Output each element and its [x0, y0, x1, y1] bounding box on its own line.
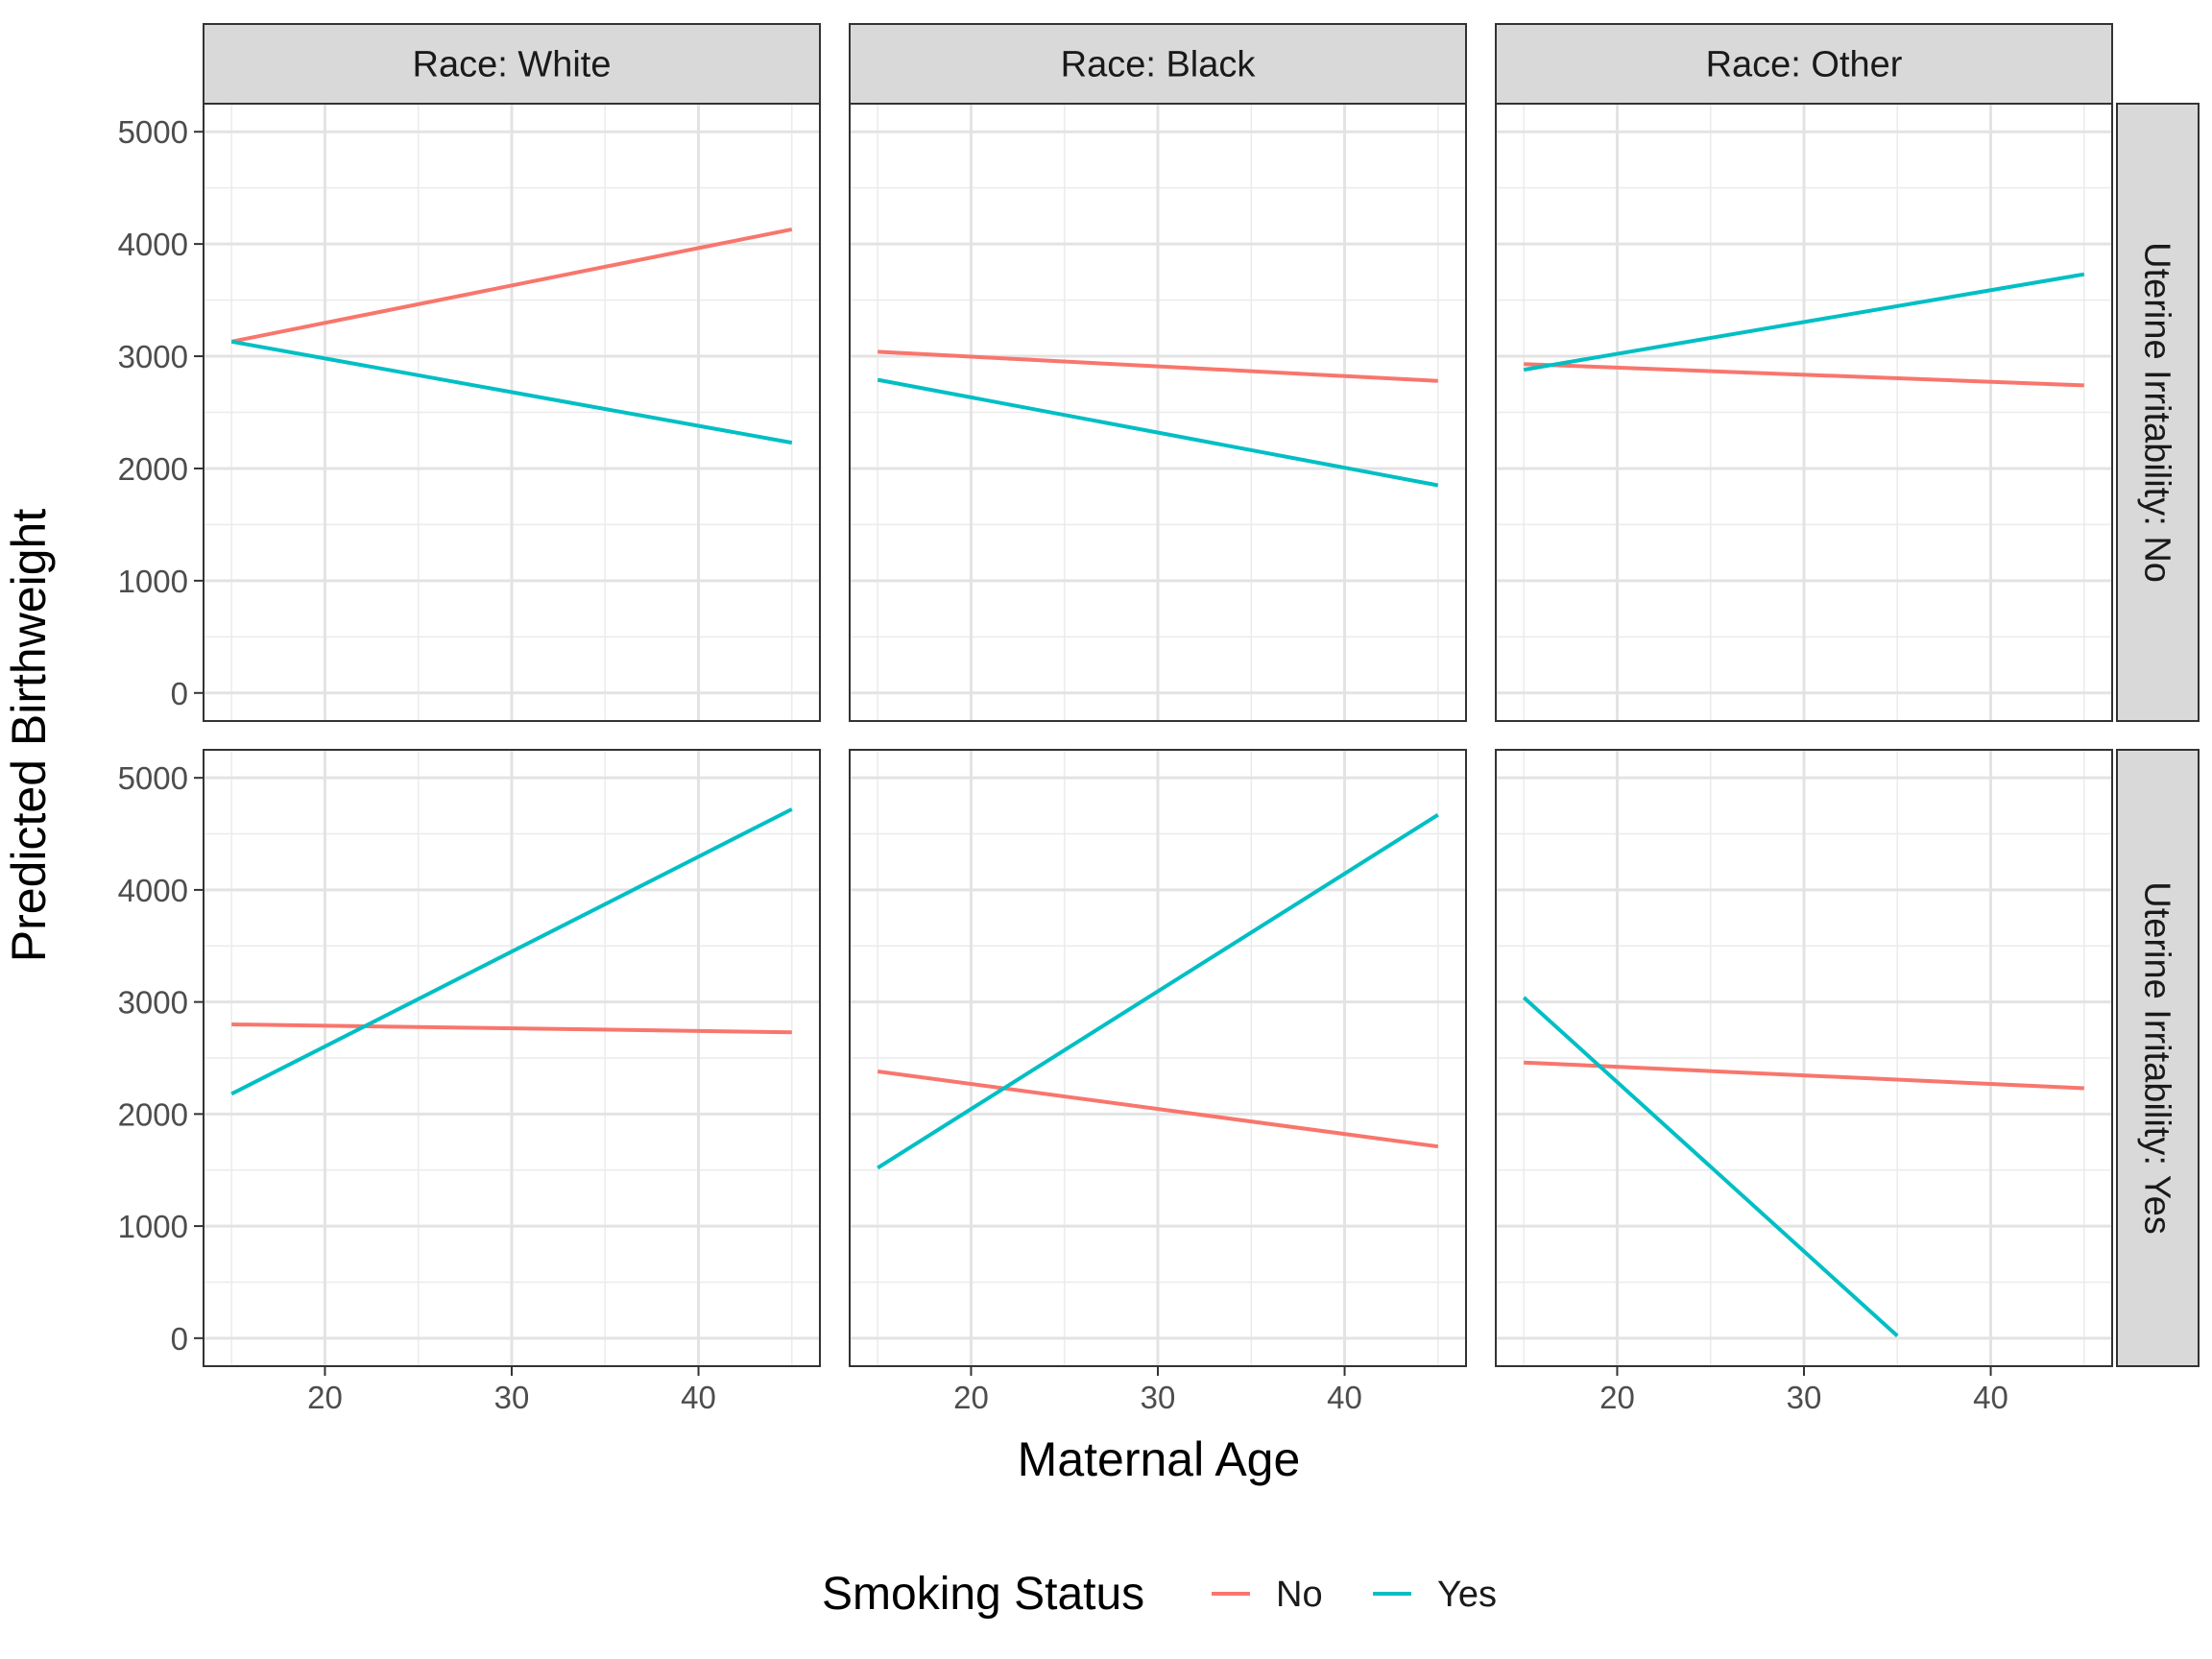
- series-line-smoking-yes: [230, 339, 793, 445]
- strip-background: [2116, 103, 2200, 722]
- strip-uterine-irritability-no: Uterine Irritability: No: [2116, 103, 2200, 722]
- x-tick-label: 40: [681, 1380, 716, 1415]
- x-axis-col-1: 20 30 40: [307, 1366, 716, 1415]
- strip-background: [2116, 749, 2200, 1367]
- strip-label: Uterine Irritability: Yes: [2137, 881, 2177, 1235]
- legend-title: Smoking Status: [822, 1569, 1144, 1620]
- y-axis-title: Predicted Birthweight: [2, 509, 56, 963]
- series-line-smoking-no: [878, 349, 1438, 383]
- y-tick-label: 0: [171, 676, 188, 711]
- series-line-smoking-yes: [877, 813, 1439, 1170]
- y-axis-row-2: 0 1000 2000 3000 4000 5000: [118, 760, 204, 1357]
- y-tick-label: 3000: [118, 339, 188, 374]
- strip-race-white: Race: White: [203, 23, 821, 105]
- y-tick-label: 1000: [118, 1209, 188, 1244]
- y-axis-row-1: 0 1000 2000 3000 4000 5000: [118, 114, 204, 711]
- panel-race-black-uterine-irritability-yes: [849, 749, 1467, 1367]
- series-line-smoking-no: [1524, 1060, 2084, 1091]
- panels-layer: [203, 103, 2113, 1367]
- series-line-smoking-no: [231, 1022, 792, 1035]
- y-tick-label: 2000: [118, 1096, 188, 1132]
- x-axis-title: Maternal Age: [1018, 1432, 1301, 1486]
- panel-race-white-uterine-irritability-yes: [203, 749, 821, 1367]
- y-tick-label: 4000: [118, 873, 188, 908]
- x-tick-label: 40: [1327, 1380, 1362, 1415]
- strip-label: Race: Black: [1061, 45, 1257, 85]
- panel-race-black-uterine-irritability-no: [849, 103, 1467, 722]
- strip-race-black: Race: Black: [849, 23, 1467, 105]
- series-line-smoking-yes: [230, 807, 793, 1096]
- strip-label: Uterine Irritability: No: [2137, 242, 2177, 583]
- y-tick-label: 5000: [118, 760, 188, 796]
- strip-race-other: Race: Other: [1495, 23, 2113, 105]
- y-tick-label: 3000: [118, 985, 188, 1021]
- panel-race-other-uterine-irritability-yes: [1495, 749, 2113, 1367]
- series-line-smoking-yes: [877, 377, 1439, 488]
- axes-layer: 0 1000 2000 3000 4000 5000 0 1000 2000 3000 4000 50…: [118, 114, 2008, 1415]
- strip-background: [849, 23, 1467, 105]
- series-line-smoking-yes: [1522, 996, 1899, 1337]
- strip-background: [1495, 23, 2113, 105]
- series-line-smoking-no: [877, 1070, 1439, 1149]
- y-tick-label: 2000: [118, 451, 188, 487]
- y-tick-label: 1000: [118, 564, 188, 599]
- panel-race-white-uterine-irritability-no: [203, 103, 821, 722]
- x-tick-label: 20: [1599, 1380, 1635, 1415]
- strip-background: [203, 23, 821, 105]
- x-tick-label: 20: [307, 1380, 343, 1415]
- strip-label: Race: White: [413, 45, 612, 85]
- legend-label-yes: Yes: [1437, 1575, 1497, 1615]
- panel-race-other-uterine-irritability-no: [1495, 103, 2113, 722]
- y-tick-label: 5000: [118, 114, 188, 150]
- x-tick-label: 30: [494, 1380, 530, 1415]
- strips-layer: Race: White Race: Black Race: Other Uterine…: [203, 23, 2200, 1367]
- strip-label: Race: Other: [1706, 45, 1903, 85]
- x-tick-label: 40: [1973, 1380, 2008, 1415]
- legend: Smoking Status No Yes: [822, 1569, 1497, 1620]
- x-tick-label: 20: [953, 1380, 989, 1415]
- y-tick-label: 4000: [118, 227, 188, 262]
- series-line-smoking-no: [1524, 362, 2084, 388]
- x-tick-label: 30: [1787, 1380, 1822, 1415]
- series-line-smoking-yes: [1523, 272, 2085, 373]
- y-tick-label: 0: [171, 1321, 188, 1357]
- legend-label-no: No: [1276, 1575, 1323, 1615]
- x-axis-col-3: 20 30 40: [1599, 1366, 2008, 1415]
- series-line-smoking-no: [230, 227, 793, 344]
- strip-uterine-irritability-yes: Uterine Irritability: Yes: [2116, 749, 2200, 1367]
- x-axis-col-2: 20 30 40: [953, 1366, 1362, 1415]
- x-tick-label: 30: [1141, 1380, 1176, 1415]
